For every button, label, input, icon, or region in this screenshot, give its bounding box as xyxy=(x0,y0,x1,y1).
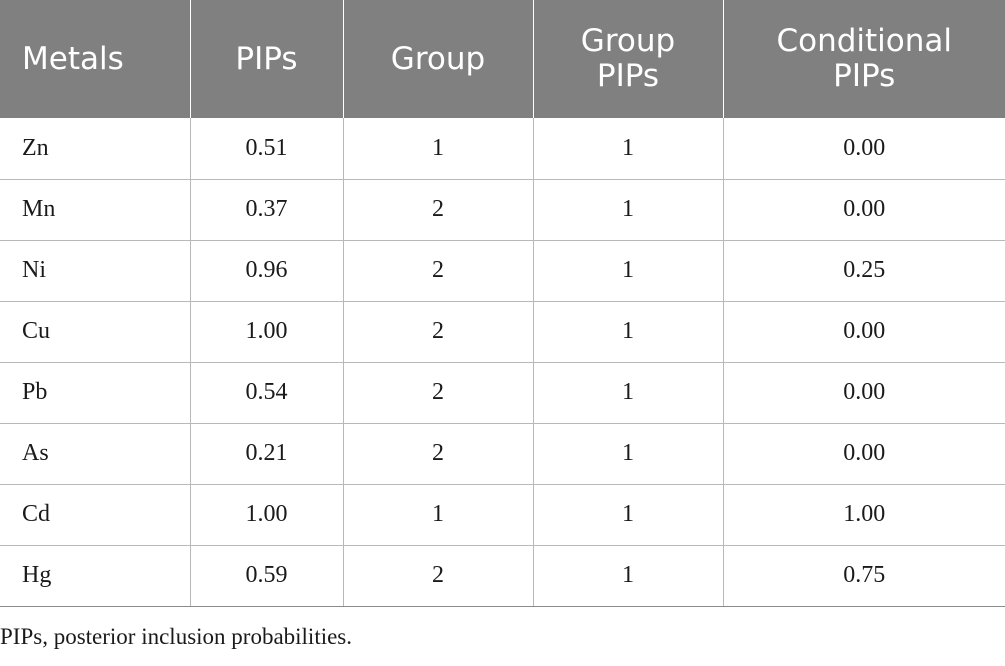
cell-group-pips: 1 xyxy=(533,484,724,546)
cell-conditional-pips: 0.75 xyxy=(723,545,1005,607)
cell-pips: 0.21 xyxy=(190,423,344,485)
cell-conditional-pips: 0.00 xyxy=(723,118,1005,180)
cell-group: 1 xyxy=(343,118,534,180)
cell-group-pips: 1 xyxy=(533,545,724,607)
cell-metal: Cu xyxy=(0,301,191,363)
data-table-container: Metals PIPs Group Group PIPs Conditional P… xyxy=(0,0,1005,607)
cell-group-pips: 1 xyxy=(533,240,724,302)
cell-metal: Pb xyxy=(0,362,191,424)
cell-metal: Cd xyxy=(0,484,191,546)
cell-pips: 0.51 xyxy=(190,118,344,180)
cell-pips: 0.54 xyxy=(190,362,344,424)
cell-group-pips: 1 xyxy=(533,179,724,241)
cell-metal: Zn xyxy=(0,118,191,180)
cell-group: 2 xyxy=(343,240,534,302)
table-row: Ni 0.96 2 1 0.25 xyxy=(0,240,1005,302)
cell-metal: As xyxy=(0,423,191,485)
cell-metal: Ni xyxy=(0,240,191,302)
cell-group: 2 xyxy=(343,545,534,607)
header-group: Group xyxy=(343,0,534,118)
cell-group: 1 xyxy=(343,484,534,546)
cell-group: 2 xyxy=(343,362,534,424)
header-pips: PIPs xyxy=(190,0,344,118)
header-row: Metals PIPs Group Group PIPs Conditional P… xyxy=(0,0,1005,118)
cell-pips: 1.00 xyxy=(190,484,344,546)
header-group-pips: Group PIPs xyxy=(533,0,724,118)
cell-group: 2 xyxy=(343,423,534,485)
cell-pips: 0.37 xyxy=(190,179,344,241)
cell-group-pips: 1 xyxy=(533,423,724,485)
cell-conditional-pips: 0.00 xyxy=(723,423,1005,485)
cell-conditional-pips: 0.25 xyxy=(723,240,1005,302)
table-body: Zn 0.51 1 1 0.00 Mn 0.37 2 1 0.00 Ni 0.9… xyxy=(0,118,1005,607)
cell-metal: Hg xyxy=(0,545,191,607)
cell-group: 2 xyxy=(343,301,534,363)
cell-conditional-pips: 0.00 xyxy=(723,301,1005,363)
table-row: Cu 1.00 2 1 0.00 xyxy=(0,301,1005,363)
cell-group: 2 xyxy=(343,179,534,241)
header-conditional-pips: Conditional PIPs xyxy=(723,0,1005,118)
metals-pips-table: Metals PIPs Group Group PIPs Conditional P… xyxy=(0,0,1005,607)
cell-group-pips: 1 xyxy=(533,301,724,363)
cell-pips: 0.59 xyxy=(190,545,344,607)
cell-conditional-pips: 0.00 xyxy=(723,362,1005,424)
table-row: Cd 1.00 1 1 1.00 xyxy=(0,484,1005,546)
cell-group-pips: 1 xyxy=(533,362,724,424)
table-row: Mn 0.37 2 1 0.00 xyxy=(0,179,1005,241)
table-row: Hg 0.59 2 1 0.75 xyxy=(0,545,1005,607)
cell-pips: 1.00 xyxy=(190,301,344,363)
table-row: Zn 0.51 1 1 0.00 xyxy=(0,118,1005,180)
table-row: As 0.21 2 1 0.00 xyxy=(0,423,1005,485)
table-header: Metals PIPs Group Group PIPs Conditional P… xyxy=(0,0,1005,118)
cell-conditional-pips: 0.00 xyxy=(723,179,1005,241)
header-metals: Metals xyxy=(0,0,191,118)
cell-pips: 0.96 xyxy=(190,240,344,302)
cell-conditional-pips: 1.00 xyxy=(723,484,1005,546)
table-footnote: PIPs, posterior inclusion probabilities. xyxy=(0,624,353,649)
cell-metal: Mn xyxy=(0,179,191,241)
cell-group-pips: 1 xyxy=(533,118,724,180)
table-row: Pb 0.54 2 1 0.00 xyxy=(0,362,1005,424)
